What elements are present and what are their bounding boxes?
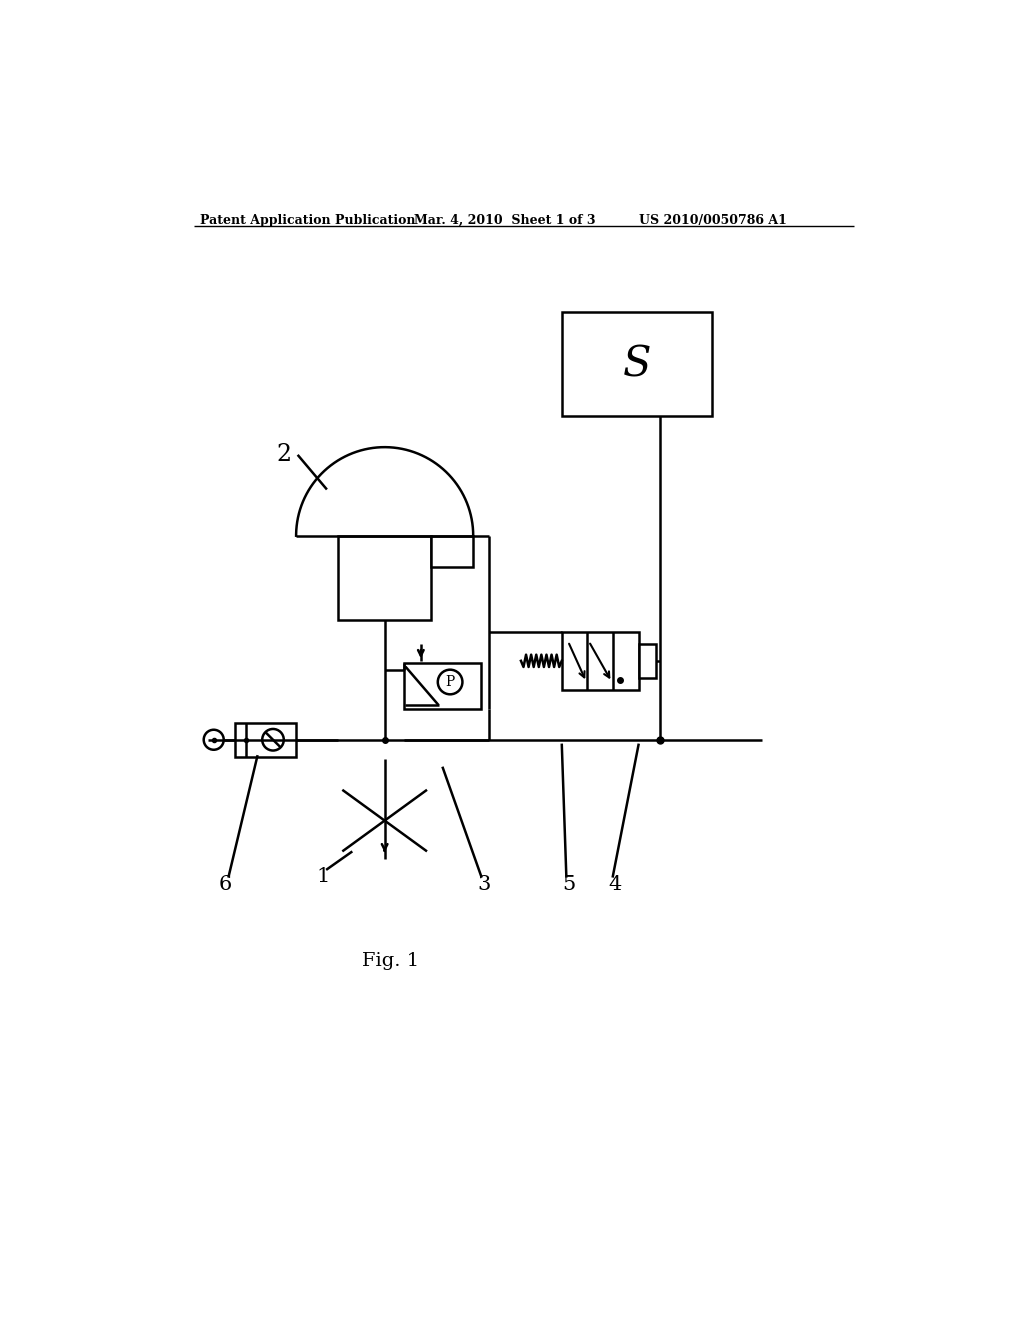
Bar [562,313,712,416]
Bar [639,644,655,678]
Text: 3: 3 [477,875,490,894]
Text: Patent Application Publication: Patent Application Publication [200,214,416,227]
Bar [431,536,473,566]
Text: US 2010/0050786 A1: US 2010/0050786 A1 [639,214,786,227]
Text: S: S [623,343,651,385]
Text: Fig. 1: Fig. 1 [361,952,419,969]
Bar [339,536,431,620]
Text: 5: 5 [562,875,575,894]
Bar [403,663,481,709]
Bar [234,723,296,756]
Text: 1: 1 [316,867,331,886]
Text: 6: 6 [219,875,232,894]
Text: Mar. 4, 2010  Sheet 1 of 3: Mar. 4, 2010 Sheet 1 of 3 [414,214,595,227]
Text: 2: 2 [276,444,292,466]
Bar [562,632,639,689]
Text: 4: 4 [608,875,622,894]
Text: P: P [445,675,455,689]
